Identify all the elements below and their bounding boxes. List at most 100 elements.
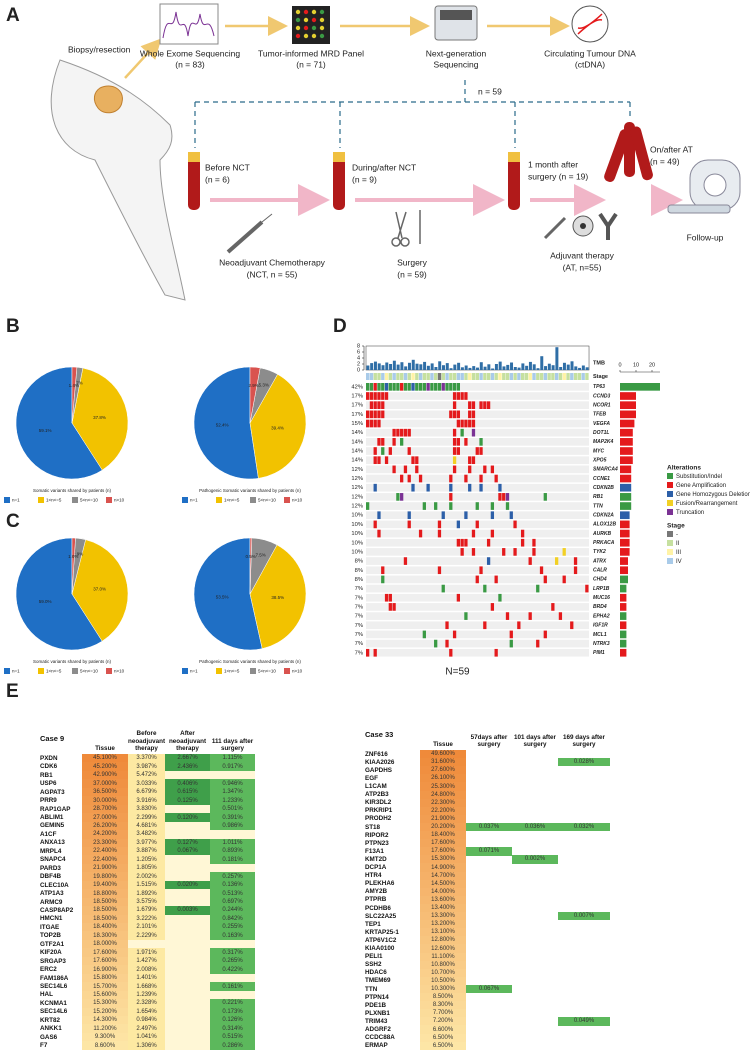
alteration-cell bbox=[381, 575, 385, 584]
gene-name: KIF20A bbox=[40, 949, 62, 957]
vaf-cell: 3.977% bbox=[128, 838, 165, 848]
row-background bbox=[366, 603, 590, 611]
tmb-bar bbox=[562, 362, 566, 370]
stage-cell bbox=[558, 373, 563, 380]
count-bar bbox=[620, 438, 633, 446]
row-background bbox=[366, 548, 590, 556]
gene-name: ERMAP bbox=[365, 1042, 388, 1050]
legend-label: 1<n<=5 bbox=[224, 498, 240, 503]
stage-cell bbox=[388, 373, 393, 380]
row-background bbox=[366, 438, 590, 446]
count-bar bbox=[620, 465, 632, 474]
gene-frequency: 12% bbox=[351, 467, 363, 473]
gene-frequency: 12% bbox=[351, 504, 363, 510]
empty-cell bbox=[165, 804, 210, 814]
vaf-cell: 22.400% bbox=[82, 855, 128, 865]
stage-cell bbox=[490, 373, 495, 380]
alteration-cell bbox=[468, 410, 472, 419]
step-title: Next-generation bbox=[426, 48, 487, 58]
gene-name: MYC bbox=[593, 448, 605, 454]
row-background bbox=[366, 392, 590, 400]
count-bar bbox=[620, 621, 627, 630]
row-background bbox=[366, 630, 590, 639]
vaf-cell: 0.036% bbox=[512, 822, 558, 832]
alteration-cell bbox=[434, 383, 438, 391]
gene-name: HAL bbox=[40, 991, 53, 999]
alteration-cell bbox=[452, 438, 457, 446]
alteration-cell bbox=[369, 392, 374, 400]
gene-name: MUC16 bbox=[593, 595, 610, 601]
alteration-cell bbox=[452, 630, 457, 639]
count-bar bbox=[620, 392, 636, 400]
alteration-cell bbox=[452, 410, 457, 419]
vaf-cell: 18.400% bbox=[82, 923, 128, 932]
alteration-cell bbox=[445, 383, 449, 391]
alteration-cell bbox=[452, 428, 457, 437]
alteration-cell bbox=[452, 447, 457, 455]
alteration-cell bbox=[471, 456, 476, 465]
vaf-cell: 0.515% bbox=[210, 1032, 255, 1042]
pie-slice bbox=[71, 367, 129, 471]
vaf-cell: 9.300% bbox=[82, 1032, 128, 1042]
legend-title: Alterations bbox=[667, 465, 701, 472]
alteration-cell bbox=[426, 483, 430, 492]
alteration-cell bbox=[388, 383, 392, 391]
alteration-cell bbox=[377, 392, 381, 400]
alteration-cell bbox=[381, 401, 385, 410]
alteration-cell bbox=[456, 410, 460, 419]
y-tick-label: 6 bbox=[357, 349, 360, 355]
gene-name: VEGFA bbox=[593, 421, 610, 427]
row-background bbox=[366, 639, 590, 648]
stage-cell bbox=[407, 373, 411, 380]
row-background bbox=[366, 419, 590, 428]
pie-slice bbox=[249, 537, 253, 595]
tmb-bar bbox=[373, 361, 377, 370]
stage-cell bbox=[570, 373, 574, 380]
vaf-cell: 0.127% bbox=[165, 838, 210, 848]
vaf-cell: 2.497% bbox=[128, 1024, 165, 1034]
alteration-cell bbox=[536, 639, 540, 648]
tumor bbox=[93, 85, 123, 114]
vaf-cell: 0.020% bbox=[165, 880, 210, 890]
row-background bbox=[366, 584, 590, 593]
gene-name: TP63 bbox=[593, 384, 605, 390]
alteration-cell bbox=[452, 401, 457, 410]
vaf-cell: 1.239% bbox=[128, 990, 165, 1000]
pie-value-label: 0.5% bbox=[246, 554, 256, 559]
legend-label: n=1 bbox=[12, 498, 20, 503]
count-bar bbox=[620, 538, 630, 547]
alteration-cell bbox=[400, 428, 404, 437]
empty-cell bbox=[165, 999, 210, 1008]
gene-name: EGF bbox=[365, 774, 378, 782]
legend-swatch bbox=[667, 531, 673, 537]
alteration-cell bbox=[502, 493, 506, 501]
legend-swatch bbox=[667, 540, 673, 546]
pie-value-label: 37.0% bbox=[93, 587, 106, 592]
alteration-cell bbox=[373, 401, 377, 410]
vaf-cell: 18.400% bbox=[420, 831, 466, 840]
gene-name: DCP1A bbox=[365, 864, 387, 872]
gene-frequency: 8% bbox=[355, 568, 363, 574]
vaf-cell: 14.000% bbox=[420, 887, 466, 897]
alteration-cell bbox=[456, 520, 460, 529]
legend-swatch bbox=[667, 491, 673, 497]
stage-cell bbox=[400, 373, 404, 380]
treatment-title: Surgery bbox=[397, 257, 428, 267]
legend-swatch bbox=[667, 509, 673, 515]
pie-value-label: 7.5% bbox=[256, 552, 266, 557]
legend-title: Stage bbox=[667, 523, 685, 530]
gene-name: SNAPC4 bbox=[40, 856, 66, 864]
treatment-n: (NCT, n = 55) bbox=[247, 269, 298, 279]
stage-cell bbox=[573, 373, 578, 380]
pie-slice bbox=[71, 537, 76, 595]
alteration-cell bbox=[471, 428, 476, 437]
gene-frequency: 17% bbox=[351, 403, 363, 409]
vaf-cell: 0.049% bbox=[558, 1017, 610, 1026]
tmb-bar bbox=[370, 363, 374, 370]
vaf-cell: 24.800% bbox=[420, 790, 466, 799]
stage-cell bbox=[483, 373, 487, 380]
pie-value-label: 1.4% bbox=[69, 383, 79, 388]
vaf-cell: 22.400% bbox=[82, 846, 128, 856]
alteration-cell bbox=[373, 410, 377, 419]
gene-name: ATRX bbox=[592, 558, 607, 564]
